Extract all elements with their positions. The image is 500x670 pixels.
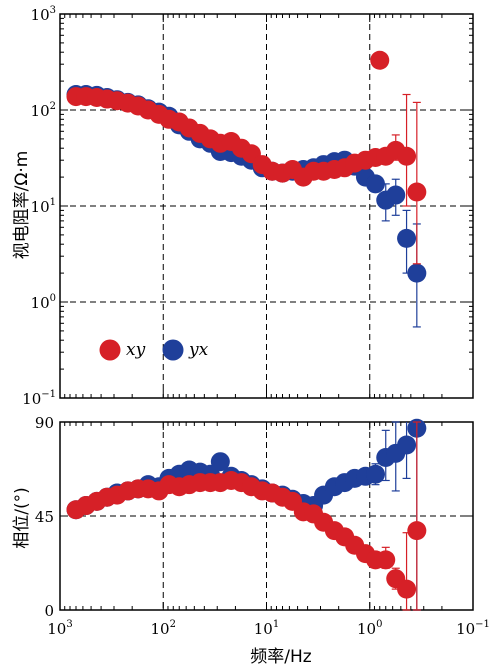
data-point-yx <box>397 228 417 248</box>
y-axis-label-resistivity: 视电阻率/Ω·m <box>12 151 32 260</box>
tick-base: 10 <box>31 294 50 312</box>
legend: xy yx <box>99 339 209 361</box>
data-point-yx <box>407 263 427 283</box>
tick-base: 10 <box>31 198 50 216</box>
x-tick-label: 100 <box>357 619 382 638</box>
tick-exponent: −1 <box>475 619 490 630</box>
data-point-yx <box>365 464 385 484</box>
data-point-yx <box>210 452 230 472</box>
tick-base: 10 <box>456 620 475 638</box>
y-tick-label: 103 <box>31 5 56 24</box>
tick-base: 10 <box>151 620 170 638</box>
x-tick-label: 103 <box>47 619 72 638</box>
series-xy <box>66 50 427 265</box>
tick-exponent: 2 <box>170 619 176 630</box>
series-yx <box>66 418 427 611</box>
tick-exponent: 1 <box>50 197 56 208</box>
x-axis-label: 频率/Hz <box>250 647 312 667</box>
y-tick-label: 0 <box>44 602 54 620</box>
tick-base: 10 <box>254 620 273 638</box>
tick-base: 10 <box>22 390 41 408</box>
legend-label-xy: xy <box>126 340 146 360</box>
data-point-yx <box>386 185 406 205</box>
data-point-yx <box>365 174 385 194</box>
y-axis-label-phase: 相位/(°) <box>12 487 32 549</box>
data-point-xy <box>407 521 427 541</box>
data-point-xy <box>397 146 417 166</box>
legend-marker-xy <box>99 339 121 361</box>
x-tick-label: 101 <box>254 619 279 638</box>
tick-exponent: 3 <box>50 5 56 16</box>
tick-exponent: 0 <box>376 619 382 630</box>
tick-exponent: 1 <box>273 619 279 630</box>
data-point-yx <box>397 435 417 455</box>
tick-base: 10 <box>31 102 50 120</box>
tick-exponent: 2 <box>50 101 56 112</box>
legend-marker-yx <box>162 339 184 361</box>
tick-exponent: 3 <box>66 619 72 630</box>
y-tick-label: 90 <box>35 414 54 432</box>
data-point-xy <box>370 50 390 70</box>
data-point-xy <box>376 550 396 570</box>
y-tick-label: 45 <box>35 508 54 526</box>
series-xy <box>66 421 427 611</box>
y-tick-label: 102 <box>31 101 56 120</box>
y-tick-label: 101 <box>31 197 56 216</box>
data-point-xy <box>407 182 427 202</box>
tick-exponent: −1 <box>41 389 56 400</box>
tick-exponent: 0 <box>50 293 56 304</box>
tick-base: 10 <box>357 620 376 638</box>
y-tick-label: 100 <box>31 293 56 312</box>
tick-base: 10 <box>31 6 50 24</box>
y-tick-label: 10−1 <box>22 389 56 408</box>
x-tick-label: 102 <box>151 619 176 638</box>
x-tick-label: 10−1 <box>456 619 490 638</box>
data-point-xy <box>397 579 417 599</box>
tick-base: 10 <box>47 620 66 638</box>
legend-label-yx: yx <box>188 340 209 360</box>
